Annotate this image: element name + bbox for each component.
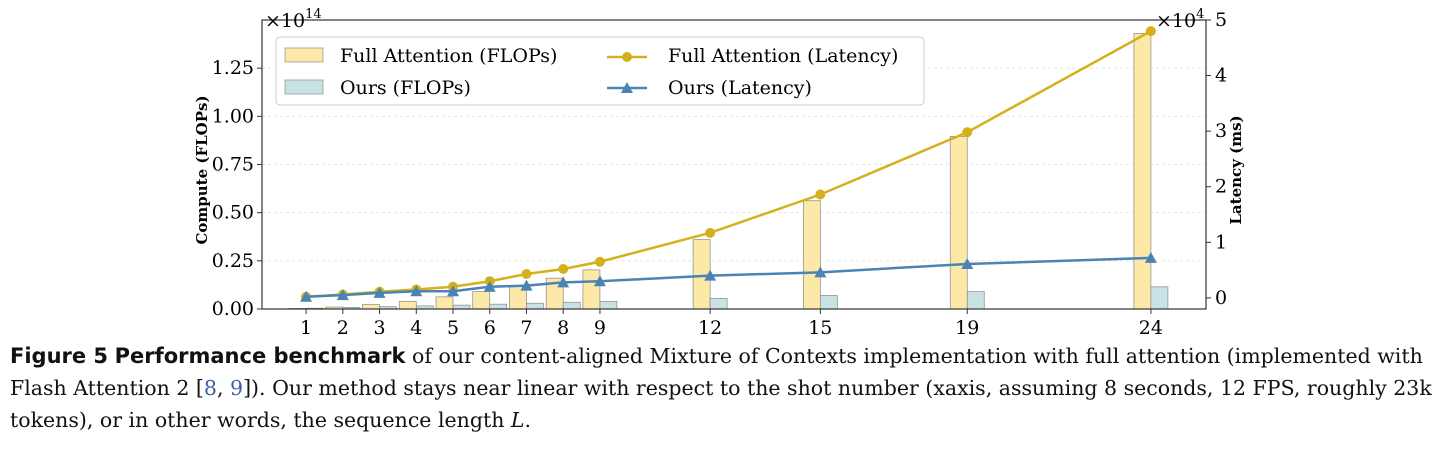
left-tick-label-1: 0.25 [212,250,254,272]
x-tick-label-12: 12 [698,317,722,335]
legend-swatch-full-flops [284,47,324,63]
figure-title: Performance benchmark [114,344,406,368]
bar-ours-12 [709,298,728,310]
point-ours-12 [704,269,717,281]
point-full-24 [1145,26,1156,37]
caption-text-2: ]). Our method stays near linear with re… [10,376,1432,432]
line-ours-latency [306,256,1151,299]
legend-label-ours-flops: Ours (FLOPs) [340,77,471,99]
right-tick-label-2: 2 [1215,176,1227,198]
bar-ours-6 [489,303,508,310]
right-tick-label-4: 4 [1215,65,1227,87]
x-tick-label-19: 19 [955,317,979,335]
x-tick-label-9: 9 [594,317,606,335]
left-tick-label-3: 0.75 [212,154,254,176]
bar-full-9 [582,269,601,310]
x-tick-label-6: 6 [484,317,496,335]
point-ours-24 [1144,251,1157,263]
bar-full-6 [472,291,491,310]
legend-label-ours-latency: Ours (Latency) [668,77,812,99]
legend-swatch-ours-flops [284,79,324,95]
point-full-12 [705,227,716,238]
bar-ours-24 [1150,286,1169,310]
bar-full-4 [398,300,417,310]
bar-ours-19 [966,291,985,310]
x-tick-label-15: 15 [808,317,832,335]
legend-frame [275,36,925,106]
bar-full-12 [692,239,711,310]
legend: Full Attention (FLOPs) Ours (FLOPs) Full… [275,36,925,106]
figure-caption: Figure 5 Performance benchmark of our co… [10,340,1446,436]
bar-ours-7 [526,302,544,310]
x-tick-label-3: 3 [373,317,385,335]
point-full-7 [521,268,532,279]
citation-link-9[interactable]: 9 [230,376,244,400]
bar-ours-9 [599,300,618,310]
bar-full-5 [435,296,454,310]
bars [288,33,1169,310]
left-tick-label-5: 1.25 [212,57,254,79]
point-full-8 [558,263,569,274]
legend-marker-ours-latency [621,82,633,93]
axes: 1 2 3 4 5 6 7 8 9 12 15 19 240.000.250.500.751.001.2… [212,9,1227,335]
left-tick-label-0: 0.00 [212,298,254,320]
left-tick-label-2: 0.50 [212,202,254,224]
bar-ours-15 [819,295,838,310]
caption-text-1: of our content-aligned Mixture of Contex… [10,344,1423,400]
right-axis-title: Latency (ms) [1227,115,1245,224]
x-tick-label-2: 2 [337,317,349,335]
x-tick-label-4: 4 [410,317,422,335]
point-ours-19 [961,257,974,269]
point-ours-6 [483,280,496,292]
x-tick-label-5: 5 [447,317,459,335]
caption-text-3: . [524,408,532,432]
left-multiplier: ×1014 [265,7,322,32]
caption-sep: , [216,376,231,400]
point-full-15 [815,189,826,200]
citation-link-8[interactable]: 8 [203,376,217,400]
right-tick-label-0: 0 [1215,287,1227,309]
bar-full-15 [802,200,821,310]
left-axis-title: Compute (FLOPs) [193,95,211,244]
legend-label-full-flops: Full Attention (FLOPs) [340,45,557,67]
point-full-9 [594,256,605,267]
x-tick-label-8: 8 [557,317,569,335]
point-ours-1 [300,290,313,302]
benchmark-chart: 1 2 3 4 5 6 7 8 9 12 15 19 240.000.250.500.751.001.2… [193,7,1245,335]
point-full-19 [962,127,973,138]
point-ours-7 [520,279,533,291]
x-tick-label-1: 1 [300,317,312,335]
right-multiplier: ×104 [1156,7,1204,32]
caption-math-L: L [510,408,525,432]
legend-marker-full-latency [622,52,632,62]
bar-full-3 [362,304,380,310]
bar-full-19 [949,136,968,310]
point-ours-8 [557,276,570,288]
bar-ours-8 [562,301,581,310]
right-tick-label-3: 3 [1215,120,1227,142]
right-tick-label-1: 1 [1215,231,1227,253]
point-ours-3 [373,286,386,298]
x-tick-label-24: 24 [1139,317,1163,335]
latency-lines [300,26,1157,302]
bar-full-24 [1133,33,1152,310]
x-tick-label-7: 7 [520,317,532,335]
point-ours-15 [814,266,827,278]
right-tick-label-5: 5 [1215,9,1227,31]
point-ours-4 [410,285,423,297]
point-ours-9 [593,275,606,287]
point-ours-2 [336,289,349,301]
figure-label: Figure 5 [10,344,109,368]
left-tick-label-4: 1.00 [212,105,254,127]
legend-label-full-latency: Full Attention (Latency) [668,45,898,67]
point-ours-5 [447,285,460,297]
